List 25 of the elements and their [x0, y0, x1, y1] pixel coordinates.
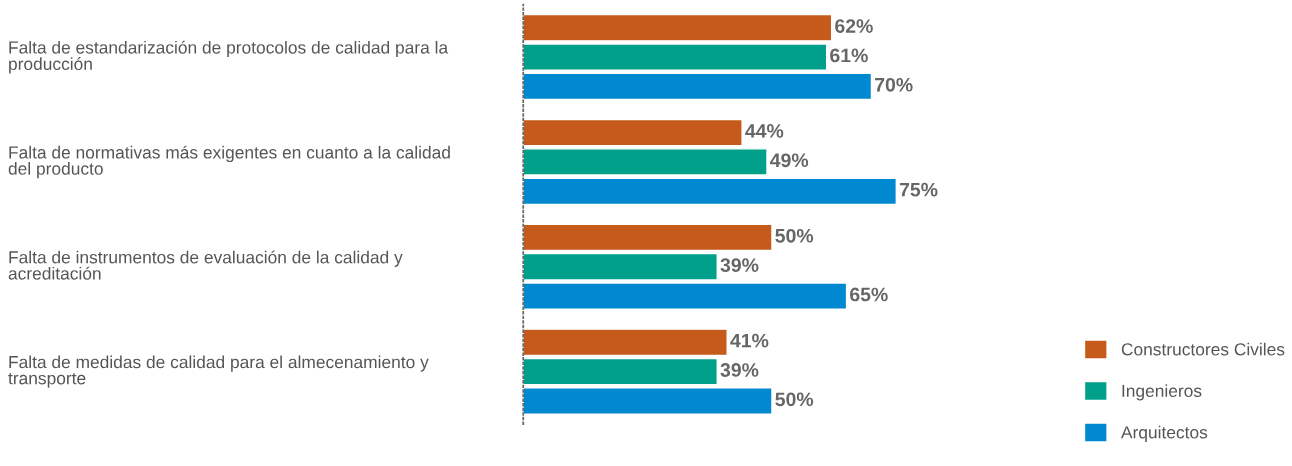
- data-label: 44%: [745, 124, 784, 138]
- data-label: 62%: [835, 19, 873, 33]
- bar: [523, 72, 873, 101]
- data-label: 39%: [720, 258, 759, 273]
- data-label: 70%: [875, 77, 913, 92]
- data-label: 61%: [830, 48, 868, 63]
- legend-label: Constructores Civiles: [1121, 342, 1285, 356]
- data-label: 49%: [770, 153, 809, 168]
- legend-label: Ingenieros: [1122, 384, 1202, 401]
- data-label: 65%: [850, 287, 888, 302]
- y-tick-label: Falta de normativas más exigentes en cuanto a la calidad del producto: [8, 145, 450, 179]
- y-tick-label: Falta de instrumentos de evaluación de la calidad y acreditación: [8, 250, 403, 280]
- bar: [523, 328, 728, 357]
- bar: [523, 387, 773, 415]
- legend-label: Arquitectos: [1120, 425, 1208, 442]
- y-tick-label: Falta de medidas de calidad para el almecenamiento y transporte: [8, 355, 429, 388]
- data-label: 50%: [775, 392, 814, 407]
- data-label: 39%: [720, 363, 759, 377]
- bar: [523, 357, 718, 386]
- data-label: 50%: [775, 228, 814, 243]
- y-tick-label: Falta de estandarización de protocolos de calidad para la producción: [9, 40, 449, 74]
- data-label: 75%: [899, 182, 938, 197]
- bar: [523, 118, 743, 147]
- bar: [523, 223, 773, 252]
- data-label: 41%: [730, 333, 769, 348]
